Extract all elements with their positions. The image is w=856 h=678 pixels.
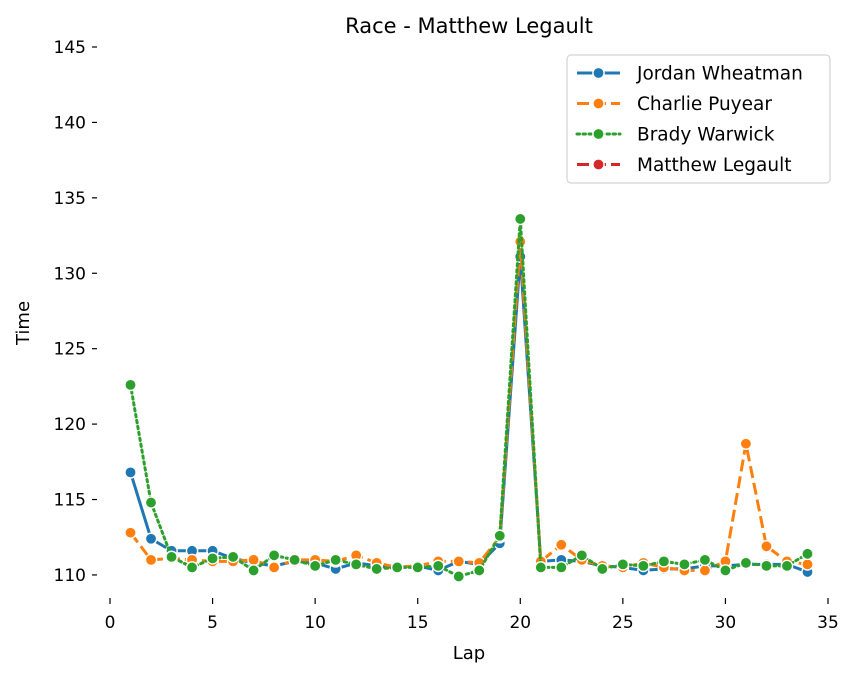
data-point [534, 561, 548, 574]
y-tick-label: 125 [54, 340, 86, 360]
series-2 [124, 212, 814, 583]
legend-swatch-marker [592, 97, 605, 110]
data-point [206, 552, 219, 565]
data-point [678, 558, 691, 571]
data-point [144, 496, 158, 509]
legend-swatch-marker [592, 158, 605, 171]
data-point [616, 558, 630, 571]
data-point [452, 555, 466, 568]
data-point [472, 564, 486, 577]
data-point [596, 562, 609, 576]
data-point [144, 553, 158, 567]
data-point [124, 466, 137, 479]
data-point [760, 559, 773, 573]
legend-swatch-marker [592, 127, 605, 141]
x-tick-label: 20 [509, 613, 531, 633]
data-point [801, 547, 814, 561]
data-point [247, 553, 260, 567]
data-point [185, 561, 199, 574]
data-point [452, 570, 466, 583]
data-point [144, 532, 158, 546]
data-point [370, 562, 383, 576]
y-tick-label: 130 [54, 264, 86, 284]
data-point [288, 553, 301, 567]
data-point [267, 561, 281, 574]
data-point [719, 564, 732, 577]
data-point [493, 529, 507, 543]
x-axis: 0 5 10 15 20 25 30 35 [105, 598, 839, 633]
series-line [129, 217, 809, 578]
legend-label: Matthew Legault [637, 155, 792, 176]
data-point [308, 559, 322, 573]
data-point [124, 526, 137, 540]
series-line [129, 240, 808, 572]
legend-item: Matthew Legault [577, 155, 792, 176]
x-tick-label: 10 [304, 613, 326, 633]
data-point [555, 538, 568, 552]
legend-frame [566, 54, 831, 184]
legend-item: Jordan Wheatman [577, 64, 803, 85]
data-point [739, 437, 753, 451]
y-tick-label: 135 [54, 189, 86, 209]
x-axis-label: Lap [453, 643, 485, 664]
data-point [349, 558, 363, 571]
series-line [129, 255, 809, 574]
x-tick-label: 5 [207, 613, 218, 633]
data-point [575, 549, 589, 562]
y-tick-label: 145 [54, 38, 86, 58]
data-point [698, 564, 712, 577]
data-point [637, 559, 650, 573]
series-1 [124, 235, 814, 577]
data-point [124, 378, 137, 392]
data-point [411, 561, 425, 574]
legend-item: Charlie Puyear [577, 94, 772, 115]
legend-item: Brady Warwick [575, 125, 775, 146]
data-point [801, 558, 814, 571]
y-axis-label: Time [13, 301, 34, 346]
data-point [739, 556, 753, 570]
y-tick-label: 140 [54, 113, 86, 133]
legend: Jordan Wheatman Charlie Puyear Brady Warwi… [566, 54, 831, 184]
x-tick-label: 25 [612, 613, 634, 633]
data-point [513, 212, 527, 226]
series-layer [124, 212, 814, 583]
data-point [329, 553, 342, 567]
data-point [165, 550, 178, 564]
data-point [780, 559, 794, 573]
legend-label: Charlie Puyear [637, 94, 772, 115]
y-tick-label: 120 [54, 415, 86, 435]
chart-title: Race - Matthew Legault [345, 14, 593, 38]
data-point [431, 559, 445, 573]
data-point [247, 564, 260, 577]
x-tick-label: 15 [407, 613, 429, 633]
data-point [657, 555, 671, 568]
y-tick-label: 110 [54, 566, 86, 586]
legend-label: Jordan Wheatman [636, 64, 803, 85]
data-point [760, 539, 773, 553]
data-point [555, 561, 568, 574]
y-tick-label: 115 [54, 491, 86, 511]
x-tick-label: 35 [817, 613, 839, 633]
x-tick-label: 0 [105, 613, 116, 633]
y-axis: 110 115 120 125 130 135 140 145 [54, 38, 97, 586]
legend-swatch-marker [592, 66, 605, 80]
series-0 [124, 250, 814, 579]
data-point [390, 561, 404, 574]
data-point [698, 553, 712, 567]
data-point [226, 550, 240, 564]
data-point [267, 549, 281, 562]
x-tick-label: 30 [715, 613, 737, 633]
legend-label: Brady Warwick [637, 125, 775, 146]
